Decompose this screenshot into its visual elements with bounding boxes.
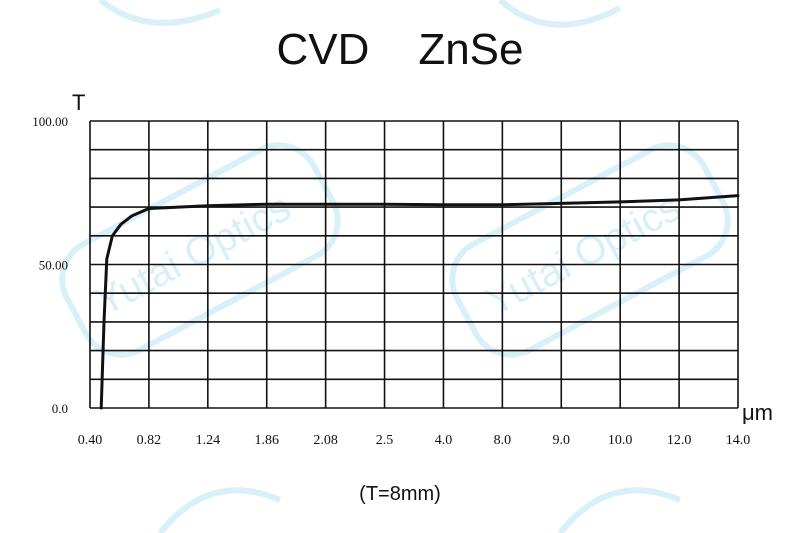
x-tick-label: 10.0: [608, 433, 633, 448]
x-tick-label: 1.86: [254, 433, 279, 448]
watermark-arc-bottom-right: [557, 487, 682, 533]
x-tick-label: 2.08: [313, 433, 338, 448]
x-tick-label: 2.5: [376, 433, 394, 448]
watermark-arc-top-right: [497, 0, 622, 28]
x-tick-label: 4.0: [435, 433, 453, 448]
grid: [89, 120, 739, 409]
chart-title: CVD ZnSe: [277, 25, 524, 74]
y-tick-labels: 100.00 50.00 0.0: [32, 114, 68, 416]
y-axis-label: T: [72, 90, 85, 115]
x-tick-labels: 0.40 0.82 1.24 1.86 2.08 2.5 4.0 8.0 9.0 10.0 12.0…: [78, 433, 751, 448]
transmission-curve: [99, 194, 740, 410]
y-tick-label: 0.0: [52, 401, 68, 416]
watermark-arc-bottom-left: [157, 487, 282, 533]
x-axis-unit: μm: [742, 400, 773, 425]
x-tick-label: 8.0: [494, 433, 512, 448]
thickness-note: (T=8mm): [359, 483, 441, 505]
x-tick-label: 9.0: [553, 433, 571, 448]
y-tick-label: 50.00: [39, 258, 68, 273]
x-tick-label: 14.0: [726, 433, 751, 448]
x-tick-label: 0.40: [78, 433, 103, 448]
x-tick-label: 0.82: [137, 433, 162, 448]
watermark-arc-top-left: [98, 0, 222, 26]
x-tick-label: 12.0: [667, 433, 692, 448]
x-tick-label: 1.24: [196, 433, 221, 448]
watermark: Yutai Optics Yutai Optics: [59, 0, 731, 533]
y-tick-label: 100.00: [32, 114, 68, 129]
